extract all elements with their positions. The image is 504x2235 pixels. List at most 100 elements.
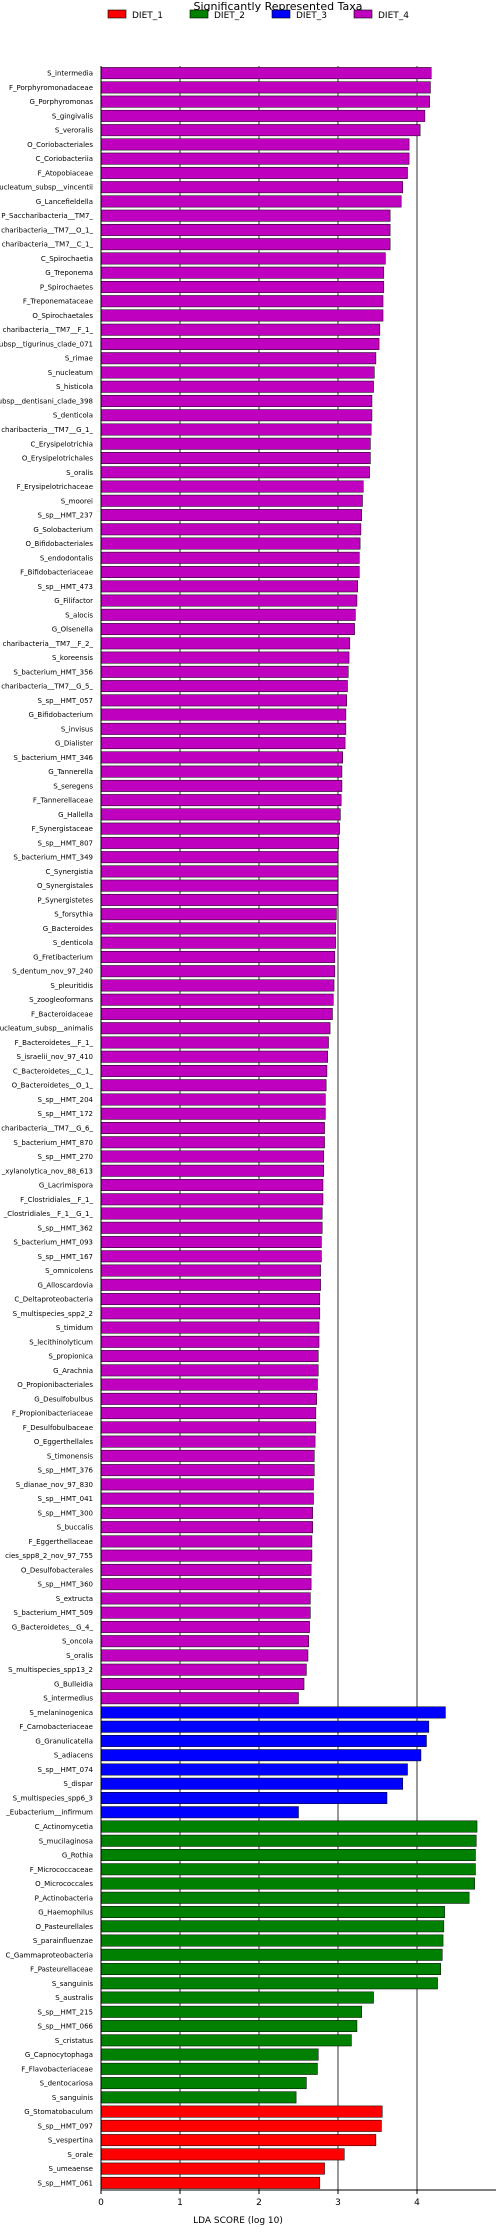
bar — [100, 1321, 320, 1334]
taxon-label: F_Propionibacteriaceae — [12, 1410, 93, 1418]
bar — [100, 822, 340, 835]
taxon-label: C_Coriobacteriia — [36, 155, 93, 163]
bar — [100, 1535, 313, 1548]
bar — [100, 580, 358, 593]
taxon-label: S_propionica — [48, 1353, 93, 1361]
taxon-label: _xylanolytica_nov_88_613 — [1, 1167, 93, 1175]
bar — [100, 1278, 321, 1291]
taxon-label: F_Carnobacteriaceae — [19, 1723, 93, 1731]
bar — [100, 1578, 312, 1591]
taxon-label: S_timonensis — [47, 1452, 94, 1460]
taxon-label: subsp__dentisani_clade_398 — [0, 397, 93, 405]
bar — [100, 1150, 325, 1163]
bar — [100, 124, 421, 137]
bar — [100, 1692, 299, 1705]
bar — [100, 1792, 388, 1804]
taxon-label: S_cristatus — [55, 2037, 93, 2045]
bar — [100, 209, 391, 222]
taxon-label: F_Bacteroidetes__F_1_ — [15, 1039, 94, 1047]
taxon-label: O_Synergistales — [37, 882, 93, 890]
bar — [100, 865, 339, 878]
bar — [100, 1435, 316, 1448]
taxon-label: F_Clostridiales__F_1_ — [20, 1196, 93, 1204]
taxon-label: S_seregens — [53, 782, 93, 790]
bar — [100, 1877, 475, 1890]
taxon-label: S_dianae_nov_97_830 — [16, 1481, 93, 1489]
bar — [100, 2148, 345, 2161]
bar — [100, 893, 338, 906]
bar — [100, 223, 391, 236]
taxon-label: F_Desulfobulbaceae — [23, 1424, 93, 1432]
taxon-label: subsp__tigurinus_clade_071 — [0, 340, 93, 348]
taxon-label: O_Eggerthellales — [34, 1438, 93, 1446]
bar — [100, 366, 375, 379]
taxon-label: P_Synergistetes — [37, 896, 93, 904]
taxon-label: S_bacterium_HMT_870 — [13, 1139, 93, 1147]
taxon-label: S_nucleatum — [48, 369, 93, 377]
bar — [100, 1407, 317, 1420]
bar — [100, 936, 336, 949]
bar — [100, 765, 343, 778]
bar — [100, 166, 408, 179]
bar — [100, 537, 361, 550]
bar — [100, 1364, 319, 1377]
bar — [100, 1264, 321, 1277]
taxon-label: P_Saccharibacteria__TM7_ — [1, 212, 93, 220]
bar — [100, 1050, 328, 1063]
bar — [100, 2162, 325, 2175]
taxon-label: O_Pasteurellales — [36, 1923, 94, 1931]
x-tick-label: 3 — [335, 2198, 341, 2208]
x-tick-label: 2 — [256, 2198, 262, 2208]
bar — [100, 851, 339, 864]
bar — [100, 466, 370, 479]
taxon-label: charibacteria__TM7__F_1_ — [3, 326, 94, 334]
bar — [100, 181, 404, 194]
bar — [100, 1193, 324, 1206]
taxon-label: S_sanguinis — [52, 2094, 94, 2102]
taxon-label: S_sp__HMT_057 — [38, 697, 93, 705]
bar — [100, 551, 360, 564]
bar — [100, 1307, 321, 1320]
taxon-label: S_bacterium_HMT_349 — [13, 854, 93, 862]
taxon-label: F_Synergistaceae — [32, 825, 93, 833]
bar — [100, 1008, 333, 1020]
taxon-label: G_Solobacterium — [33, 526, 93, 534]
taxon-label: S_intermedia — [47, 70, 93, 78]
taxon-label: S_invisus — [61, 725, 93, 733]
bar — [100, 2176, 321, 2189]
bar — [100, 480, 364, 493]
bar — [100, 694, 347, 707]
bar — [100, 1635, 310, 1648]
bar — [100, 1036, 329, 1049]
bar — [100, 1065, 328, 1077]
taxon-label: S_oralis — [66, 1652, 93, 1660]
bar — [100, 1549, 313, 1562]
taxon-label: charibacteria__TM7__G_6_ — [1, 1125, 93, 1133]
taxon-label: charibacteria__TM7__G_1_ — [1, 426, 93, 434]
taxon-label: G_Bacteroides — [43, 925, 94, 933]
taxon-label: S_bacterium_HMT_093 — [13, 1239, 93, 1247]
bar — [100, 1506, 313, 1519]
taxon-label: S_endodontalis — [40, 554, 93, 562]
bar — [100, 1735, 427, 1747]
taxon-label: S_sp__HMT_066 — [38, 2023, 94, 2031]
taxon-label: C_Actinomycetia — [35, 1823, 93, 1831]
taxon-label: G_Granulicatella — [35, 1737, 93, 1745]
taxon-label: O_Spirochaetales — [32, 312, 93, 320]
taxon-label: G_Porphyromonas — [29, 98, 93, 106]
taxon-label: F_Flavobacteriaceae — [21, 2065, 93, 2073]
bar — [100, 509, 362, 521]
bar — [100, 152, 410, 165]
taxon-label: S_dispar — [63, 1780, 93, 1788]
bar — [100, 195, 402, 208]
taxon-label: S_bacterium_HMT_356 — [13, 668, 93, 676]
taxon-label: S_oncola — [62, 1638, 93, 1646]
x-tick-label: 0 — [98, 2198, 104, 2208]
taxon-label: S_alocis — [65, 611, 93, 619]
taxon-label: O_Bacteroidetes__O_1_ — [12, 1082, 94, 1090]
taxon-label: S_intermedius — [43, 1695, 93, 1703]
bar — [100, 1934, 444, 1947]
taxon-label: S_melaninogenica — [29, 1709, 93, 1717]
taxon-label: S_sp__HMT_061 — [38, 2179, 93, 2187]
